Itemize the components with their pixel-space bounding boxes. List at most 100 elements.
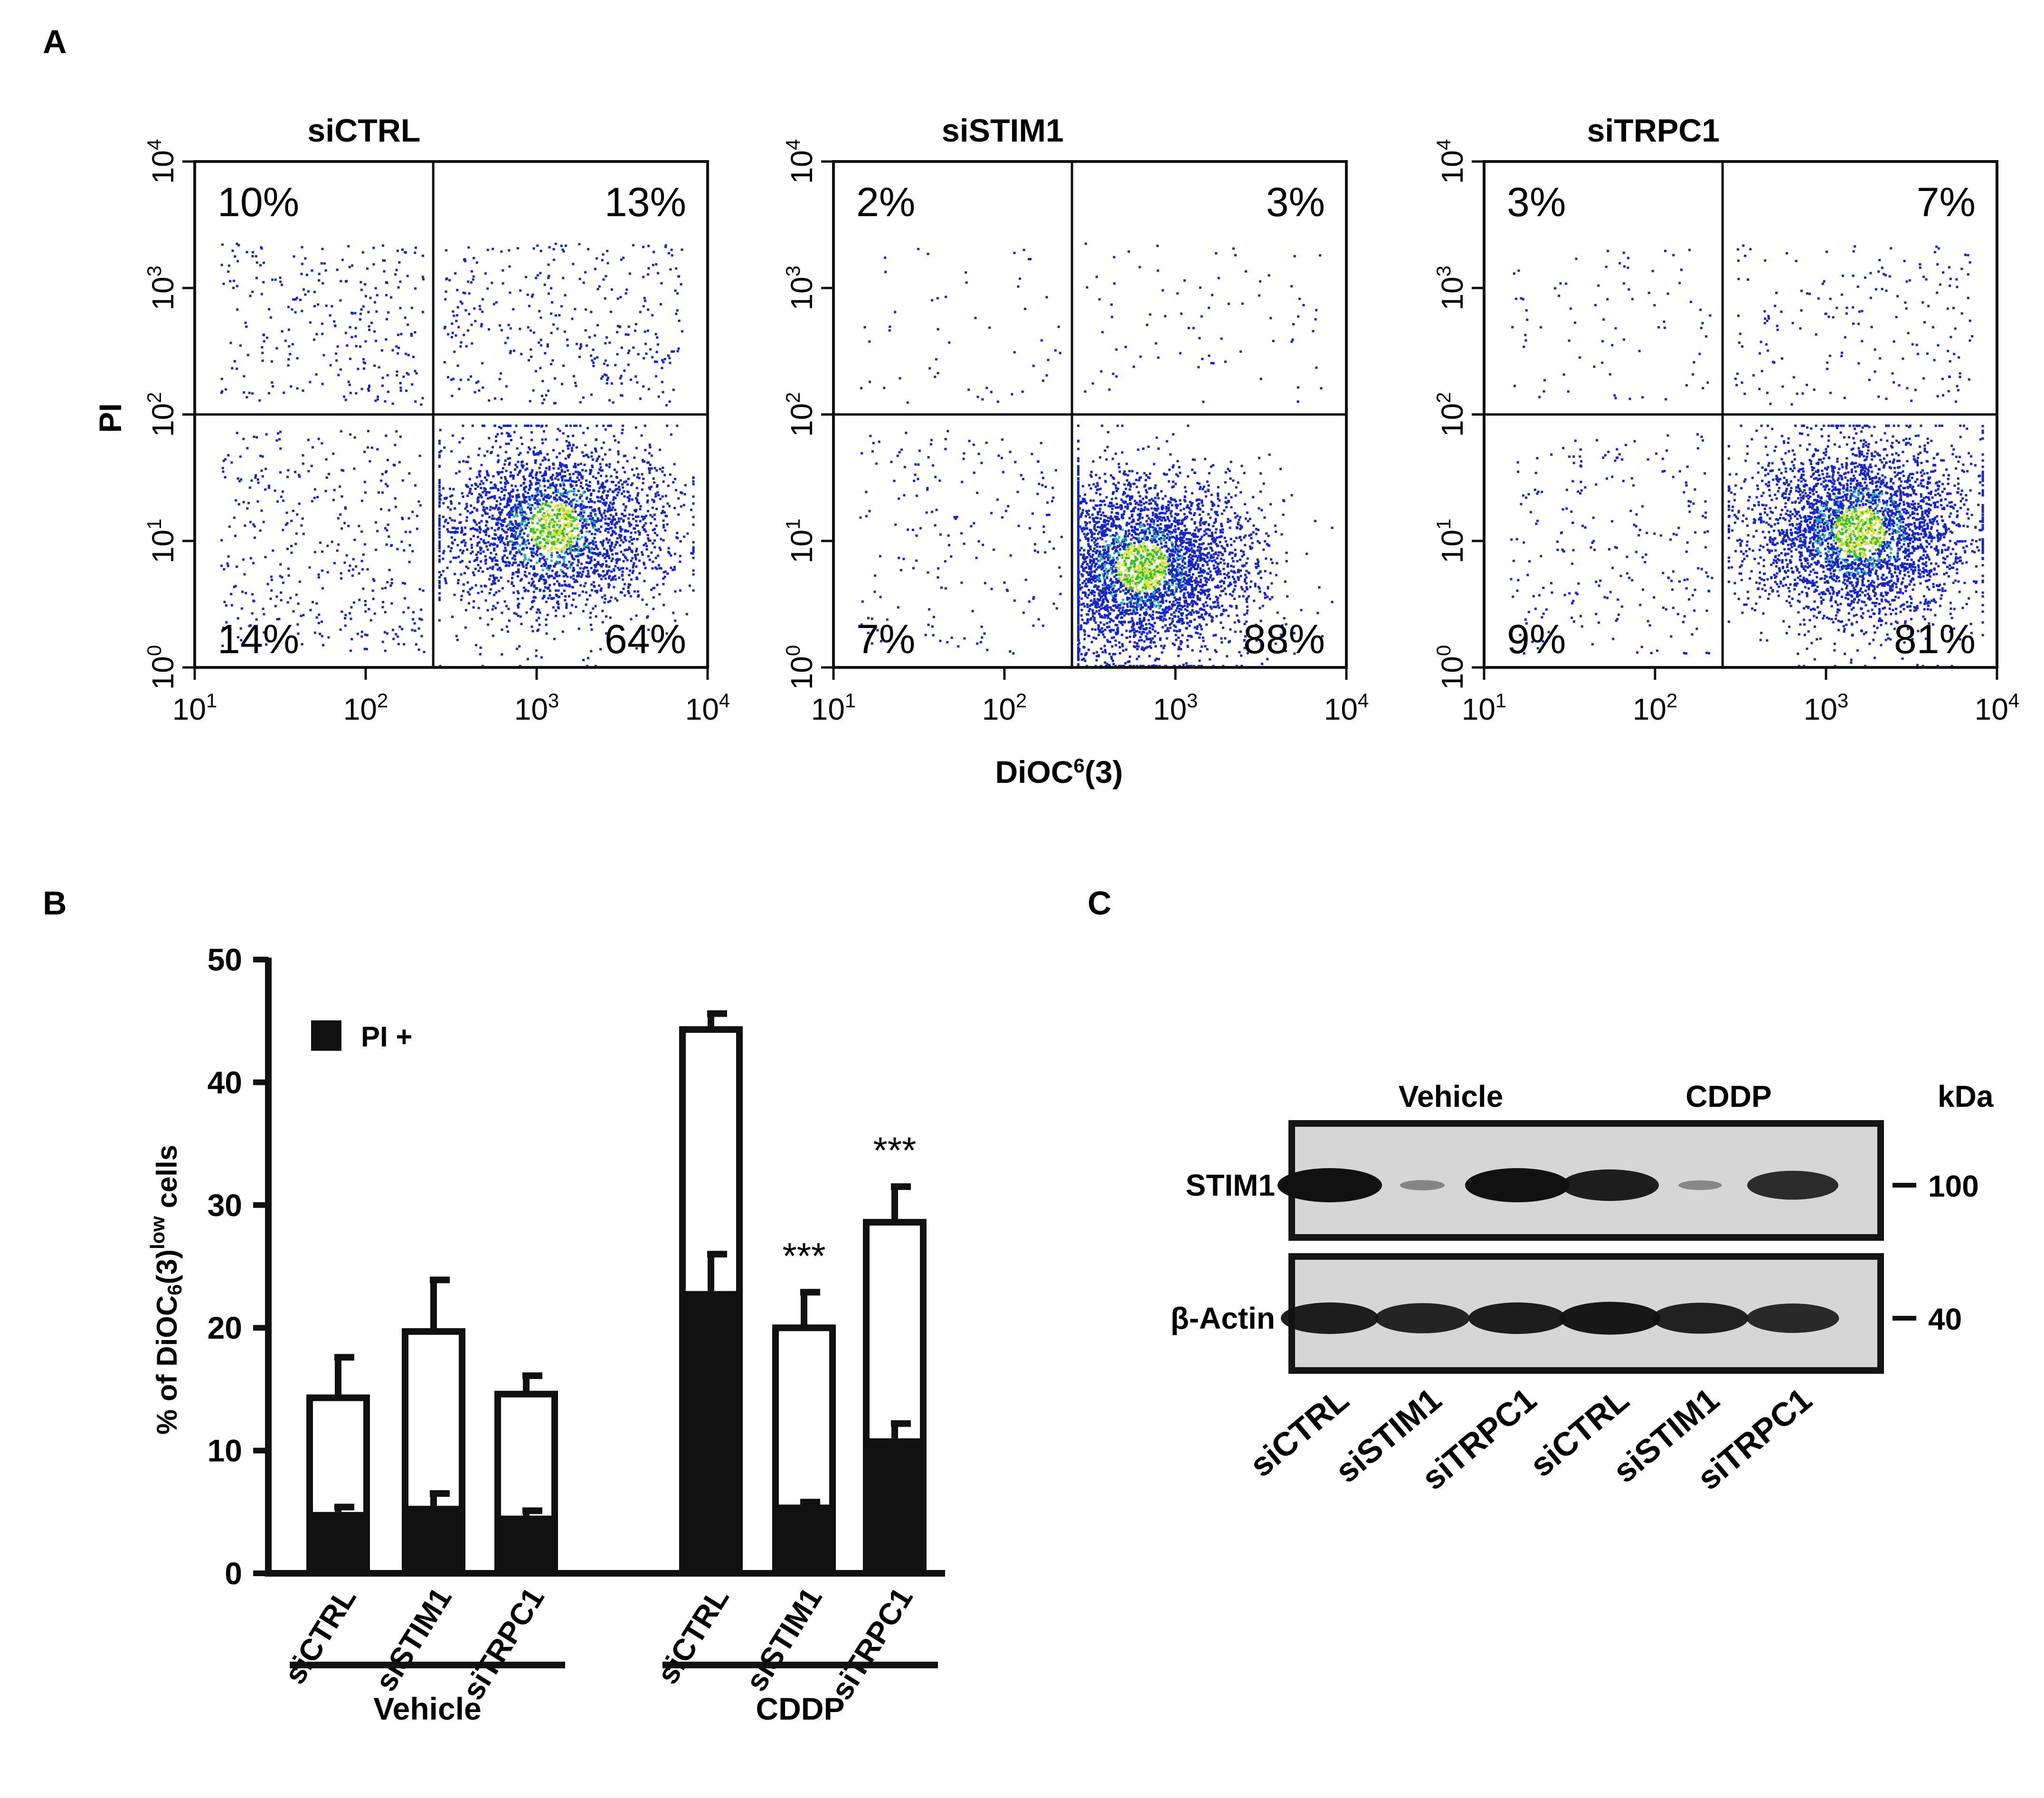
flow-dot <box>368 608 370 610</box>
flow-dot <box>287 358 290 361</box>
flow-dot <box>611 557 614 560</box>
flow-dot <box>1044 485 1047 488</box>
flow-dot <box>602 563 604 566</box>
flow-dot <box>1264 597 1267 599</box>
flow-dot <box>627 583 630 586</box>
flow-dot <box>1263 592 1266 595</box>
flow-dot <box>550 518 553 521</box>
flow-dot <box>489 496 491 499</box>
flow-dot <box>604 518 607 521</box>
flow-dot <box>1086 286 1088 289</box>
flow-dot <box>681 330 683 333</box>
flow-dot <box>634 531 637 534</box>
flow-dot <box>465 516 468 519</box>
flow-dot <box>656 336 659 339</box>
flow-dot <box>615 488 618 491</box>
flow-dot <box>233 279 236 282</box>
flow-dot <box>1207 528 1210 531</box>
flow-dot <box>556 456 558 458</box>
flow-dot <box>1169 453 1172 456</box>
flow-dot <box>559 485 562 487</box>
flow-dot <box>626 490 629 493</box>
flow-dot <box>589 616 592 619</box>
flow-dot <box>548 275 550 277</box>
flow-dot <box>524 589 527 591</box>
flow-dot <box>310 465 313 467</box>
flow-dot <box>627 592 630 594</box>
flow-dot <box>521 597 524 599</box>
flow-dot <box>488 535 491 537</box>
flow-dot <box>390 582 393 584</box>
flow-dot <box>503 554 506 557</box>
flow-dot <box>528 488 530 491</box>
flow-dot <box>1107 589 1110 591</box>
flow-dot <box>484 558 487 561</box>
flow-dot <box>670 433 672 436</box>
flow-dot <box>443 550 445 552</box>
flow-dot <box>634 426 637 429</box>
flow-dot <box>546 529 549 532</box>
flow-dot <box>669 473 672 476</box>
flow-dot <box>471 586 473 589</box>
flow-dot <box>1001 516 1003 519</box>
flow-dot <box>545 500 548 503</box>
flow-dot <box>656 583 659 586</box>
flow-dot <box>493 517 496 520</box>
flow-dot <box>292 510 294 512</box>
flow-dot <box>658 593 661 596</box>
flow-dot <box>472 527 474 530</box>
flow-dot <box>1097 560 1100 562</box>
flow-dot <box>1103 579 1106 581</box>
flow-dot <box>552 525 555 528</box>
flow-dot <box>535 611 538 614</box>
flow-dot <box>539 532 542 534</box>
flow-dot <box>538 560 541 562</box>
flow-dot <box>1130 552 1133 555</box>
flow-dot <box>1095 610 1098 613</box>
flow-dot <box>1172 565 1175 568</box>
flow-dot <box>657 564 660 567</box>
flow-dot <box>514 468 517 471</box>
flow-dot <box>679 561 681 563</box>
flow-dot <box>543 539 546 542</box>
flow-dot <box>604 594 606 597</box>
flow-dot <box>631 498 634 501</box>
flow-dot <box>220 564 223 567</box>
flow-dot <box>447 376 449 379</box>
flow-dot <box>599 485 602 488</box>
flow-dot <box>1269 572 1272 575</box>
flow-dot <box>505 549 508 552</box>
flow-dot <box>286 522 289 525</box>
flow-dot <box>417 500 420 503</box>
flow-dot <box>438 584 441 587</box>
flow-dot <box>597 519 600 522</box>
flow-dot <box>608 463 611 466</box>
flow-dot <box>394 444 397 447</box>
flow-dot <box>1198 636 1201 639</box>
flow-dot <box>641 553 644 556</box>
flow-dot <box>546 453 549 456</box>
flow-dot <box>526 294 529 296</box>
flow-dot <box>1137 655 1140 658</box>
flow-dot <box>647 267 650 270</box>
flow-dot <box>1179 499 1182 502</box>
flow-dot <box>656 485 658 488</box>
flow-dot <box>481 514 484 517</box>
flow-dot <box>251 290 254 293</box>
flow-dot <box>572 574 575 577</box>
flow-dot <box>1197 563 1200 566</box>
flow-dot <box>988 326 991 329</box>
flow-dot <box>517 614 520 617</box>
flow-dot <box>461 552 464 554</box>
flow-dot <box>643 517 646 519</box>
flow-dot <box>1145 557 1147 560</box>
flow-dot <box>446 566 449 569</box>
flow-dot <box>569 537 572 540</box>
flow-dot <box>385 281 388 284</box>
flow-dot <box>605 275 607 277</box>
flow-dot <box>1131 470 1134 473</box>
flow-dot <box>237 477 239 480</box>
flow-dot <box>540 505 543 508</box>
flow-dot <box>316 495 319 498</box>
flow-dot <box>375 310 378 313</box>
